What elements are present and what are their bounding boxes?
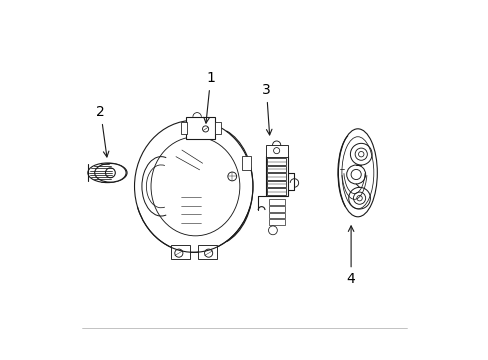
- Bar: [267, 181, 285, 187]
- Bar: [267, 188, 285, 195]
- Ellipse shape: [338, 129, 377, 217]
- Text: 1: 1: [203, 71, 215, 123]
- Text: 3: 3: [262, 83, 271, 135]
- Bar: [181, 122, 187, 134]
- Bar: [268, 213, 284, 219]
- Text: 4: 4: [346, 226, 355, 287]
- Bar: [268, 206, 284, 212]
- Bar: [267, 158, 285, 165]
- Ellipse shape: [88, 163, 127, 183]
- Bar: [186, 117, 214, 139]
- Bar: [265, 156, 287, 197]
- Bar: [170, 246, 189, 259]
- Ellipse shape: [95, 163, 126, 182]
- Bar: [214, 122, 221, 134]
- Bar: [267, 174, 285, 180]
- Bar: [268, 199, 284, 205]
- Bar: [198, 246, 216, 259]
- Bar: [242, 157, 250, 170]
- Ellipse shape: [134, 120, 252, 252]
- Bar: [268, 220, 284, 225]
- Bar: [265, 145, 287, 157]
- Bar: [267, 166, 285, 172]
- Text: 2: 2: [96, 105, 109, 157]
